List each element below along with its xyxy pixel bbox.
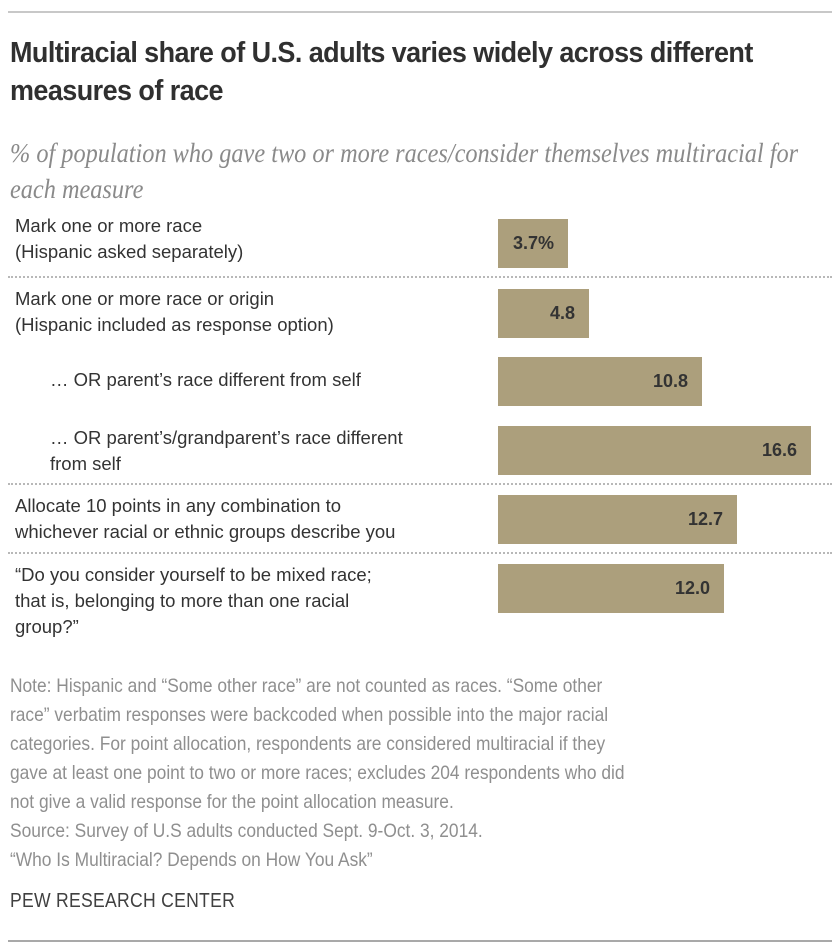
category-label: Mark one or more race or origin (Hispanic…	[15, 286, 334, 338]
category-label-line: (Hispanic asked separately)	[15, 241, 244, 262]
data-label: 16.6	[761, 440, 797, 460]
category-label-line: Allocate 10 points in any combination to	[15, 495, 342, 516]
category-label: Allocate 10 points in any combination to…	[15, 493, 395, 545]
note-line: race” verbatim responses were backcoded …	[10, 704, 609, 726]
note-line: categories. For point allocation, respon…	[10, 733, 606, 755]
bar: 16.6	[498, 426, 811, 475]
note-line: Note: Hispanic and “Some other race” are…	[10, 675, 603, 697]
category-label-line: from self	[50, 453, 121, 474]
category-label-line: … OR parent’s/grandparent’s race differe…	[50, 427, 403, 448]
category-label-line: (Hispanic included as response option)	[15, 314, 334, 335]
bar: 3.7%	[498, 219, 568, 268]
bar: 4.8	[498, 289, 589, 338]
bottom-rule	[8, 940, 832, 942]
category-label-line: group?”	[15, 616, 79, 637]
category-label: “Do you consider yourself to be mixed ra…	[15, 562, 372, 640]
data-label: 4.8	[549, 303, 575, 323]
category-label: Mark one or more race (Hispanic asked sep…	[15, 213, 243, 265]
data-label: 3.7%	[512, 233, 554, 253]
group-separator	[8, 483, 832, 485]
category-label-line: Mark one or more race or origin	[15, 288, 275, 309]
note-line: Source: Survey of U.S adults conducted S…	[10, 820, 483, 842]
data-label: 10.8	[652, 371, 688, 391]
chart-title: Multiracial share of U.S. adults varies …	[10, 37, 753, 107]
group-separator	[8, 552, 832, 554]
category-label-line: “Do you consider yourself to be mixed ra…	[15, 564, 372, 585]
bar: 12.7	[498, 495, 737, 544]
category-label-line: whichever racial or ethnic groups descri…	[15, 521, 396, 542]
category-label-line: … OR parent’s race different from self	[50, 369, 361, 390]
top-rule	[8, 11, 832, 13]
data-label: 12.7	[687, 509, 723, 529]
source-organization: PEW RESEARCH CENTER	[10, 890, 236, 912]
chart-notes: Note: Hispanic and “Some other race” are…	[10, 672, 775, 875]
chart-subtitle: % of population who gave two or more rac…	[10, 138, 799, 204]
category-label: … OR parent’s/grandparent’s race differe…	[50, 425, 403, 477]
group-separator	[8, 276, 832, 278]
bar: 10.8	[498, 357, 702, 406]
note-line: gave at least one point to two or more r…	[10, 762, 625, 784]
category-label-line: that is, belonging to more than one raci…	[15, 590, 350, 611]
category-label-line: Mark one or more race	[15, 215, 203, 236]
category-label: … OR parent’s race different from self	[50, 367, 361, 393]
bar: 12.0	[498, 564, 724, 613]
note-line: not give a valid response for the point …	[10, 791, 454, 813]
note-line: “Who Is Multiracial? Depends on How You …	[10, 849, 373, 871]
data-label: 12.0	[674, 578, 710, 598]
